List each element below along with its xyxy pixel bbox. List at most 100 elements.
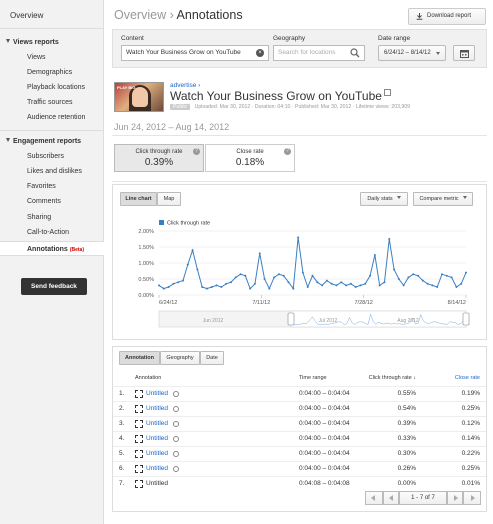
- data-point[interactable]: [407, 276, 410, 279]
- annotation-name[interactable]: Untitled: [146, 435, 169, 442]
- data-point[interactable]: [383, 281, 386, 284]
- data-point[interactable]: [273, 276, 276, 279]
- preview-icon[interactable]: [173, 406, 179, 412]
- column-header-annotation[interactable]: Annotation: [135, 375, 162, 381]
- data-point[interactable]: [441, 273, 444, 276]
- data-point[interactable]: [186, 263, 189, 266]
- data-point[interactable]: [349, 282, 352, 285]
- video-thumbnail[interactable]: PLAY BIG: [114, 82, 164, 112]
- data-point[interactable]: [393, 268, 396, 271]
- sidebar-section-views[interactable]: Views reports: [0, 36, 104, 50]
- daily-stats-select[interactable]: Daily stats: [360, 192, 408, 206]
- sidebar-item-sharing[interactable]: Sharing: [27, 214, 52, 221]
- geography-search-input[interactable]: Search for locations: [273, 45, 365, 61]
- first-page-button[interactable]: [365, 491, 383, 505]
- annotation-name[interactable]: Untitled: [146, 420, 169, 427]
- data-point[interactable]: [325, 279, 328, 282]
- data-point[interactable]: [359, 284, 362, 287]
- data-point[interactable]: [445, 274, 448, 277]
- timeline-selection[interactable]: [290, 310, 467, 328]
- annotation-name[interactable]: Untitled: [146, 450, 169, 457]
- column-header-close-rate[interactable]: Close rate: [454, 375, 480, 381]
- data-point[interactable]: [253, 282, 256, 285]
- preview-icon[interactable]: [173, 436, 179, 442]
- tab-geography[interactable]: Geography: [160, 351, 200, 365]
- data-point[interactable]: [181, 279, 184, 282]
- annotation-name[interactable]: Untitled: [146, 465, 169, 472]
- help-icon[interactable]: ?: [284, 148, 291, 155]
- column-header-ctr[interactable]: Click through rate ↓: [369, 375, 416, 381]
- data-point[interactable]: [167, 286, 170, 288]
- data-point[interactable]: [330, 282, 333, 285]
- data-point[interactable]: [426, 282, 429, 285]
- data-point[interactable]: [316, 281, 319, 284]
- data-point[interactable]: [397, 278, 400, 280]
- data-point[interactable]: [258, 252, 261, 255]
- data-point[interactable]: [191, 249, 194, 252]
- data-point[interactable]: [205, 287, 208, 290]
- preview-icon[interactable]: [173, 391, 179, 397]
- data-point[interactable]: [196, 268, 199, 271]
- annotation-name[interactable]: Untitled: [146, 405, 169, 412]
- sidebar-item-annotations[interactable]: Annotations (Beta): [0, 241, 104, 256]
- data-point[interactable]: [436, 286, 439, 288]
- breadcrumb-overview[interactable]: Overview: [114, 8, 167, 22]
- sidebar-item-call-to-action[interactable]: Call-to-Action: [27, 229, 70, 236]
- tab-annotation[interactable]: Annotation: [119, 351, 160, 365]
- external-link-icon[interactable]: [383, 89, 391, 96]
- annotation-name[interactable]: Untitled: [146, 390, 169, 397]
- compare-metric-select[interactable]: Compare metric: [413, 192, 473, 206]
- sidebar-item-views[interactable]: Views: [27, 54, 46, 61]
- data-point[interactable]: [421, 279, 424, 282]
- data-point[interactable]: [321, 284, 324, 287]
- data-point[interactable]: [345, 284, 348, 287]
- metric-click-through-rate[interactable]: Click through rate 0.39% ?: [114, 144, 204, 172]
- data-point[interactable]: [292, 287, 295, 290]
- timeline-left-handle[interactable]: [287, 312, 295, 326]
- data-point[interactable]: [378, 284, 381, 287]
- sidebar-item-likes[interactable]: Likes and dislikes: [27, 168, 82, 175]
- data-point[interactable]: [335, 284, 338, 287]
- content-input[interactable]: Watch Your Business Grow on YouTube ×: [121, 45, 269, 61]
- data-point[interactable]: [450, 276, 453, 279]
- data-point[interactable]: [431, 284, 434, 287]
- line-chart[interactable]: 2.00% 1.50% 1.00% 0.50% 0.00% Click through …: [113, 209, 486, 339]
- data-point[interactable]: [239, 273, 242, 276]
- data-point[interactable]: [301, 271, 304, 274]
- data-point[interactable]: [455, 286, 458, 288]
- data-point[interactable]: [210, 286, 213, 288]
- data-point[interactable]: [162, 287, 165, 290]
- preview-icon[interactable]: [173, 451, 179, 457]
- data-point[interactable]: [465, 271, 467, 274]
- column-header-time-range[interactable]: Time range: [299, 375, 327, 381]
- data-point[interactable]: [277, 273, 280, 276]
- data-point[interactable]: [158, 284, 160, 287]
- clear-icon[interactable]: ×: [256, 49, 264, 57]
- metric-close-rate[interactable]: Close rate 0.18% ?: [205, 144, 295, 172]
- sidebar-item-comments[interactable]: Comments: [27, 198, 61, 205]
- data-point[interactable]: [402, 284, 405, 287]
- sidebar-item-traffic-sources[interactable]: Traffic sources: [27, 99, 73, 106]
- help-icon[interactable]: ?: [193, 148, 200, 155]
- sidebar-item-audience-retention[interactable]: Audience retention: [27, 114, 86, 121]
- data-point[interactable]: [282, 274, 285, 277]
- data-point[interactable]: [388, 238, 391, 240]
- data-point[interactable]: [340, 281, 343, 284]
- video-title[interactable]: Watch Your Business Grow on YouTube: [170, 89, 391, 103]
- data-point[interactable]: [373, 254, 376, 256]
- next-page-button[interactable]: [447, 491, 463, 505]
- last-page-button[interactable]: [463, 491, 481, 505]
- sidebar-section-engagement[interactable]: Engagement reports: [0, 135, 104, 149]
- send-feedback-button[interactable]: Send feedback: [21, 278, 87, 295]
- tab-date[interactable]: Date: [200, 351, 224, 365]
- data-point[interactable]: [234, 276, 237, 279]
- map-tab[interactable]: Map: [157, 192, 181, 206]
- data-point[interactable]: [244, 274, 247, 277]
- data-point[interactable]: [177, 281, 180, 284]
- data-point[interactable]: [172, 282, 175, 285]
- data-point[interactable]: [263, 278, 266, 280]
- sidebar-item-demographics[interactable]: Demographics: [27, 69, 73, 76]
- data-point[interactable]: [354, 286, 357, 288]
- preview-icon[interactable]: [173, 421, 179, 427]
- calendar-button[interactable]: [453, 45, 475, 61]
